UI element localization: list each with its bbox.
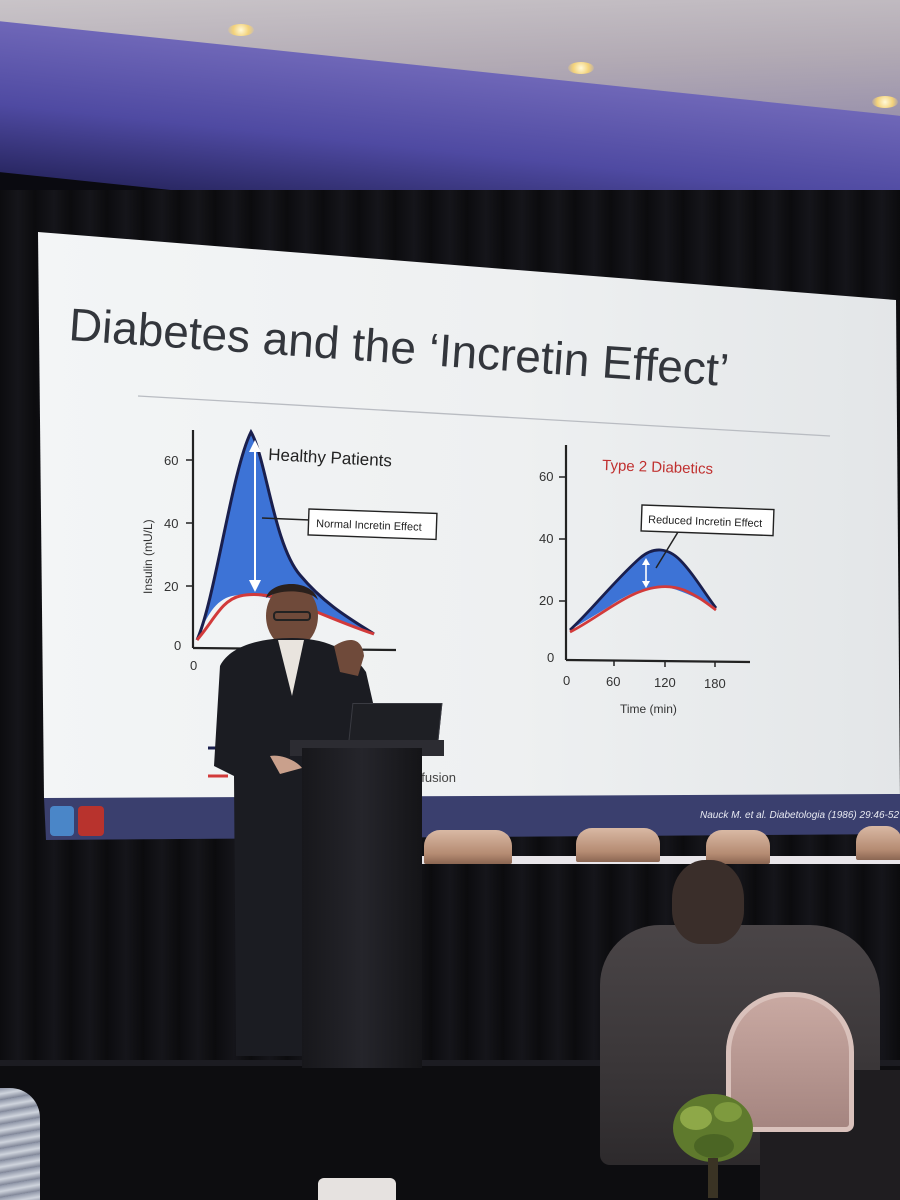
legend-text-fragment: nfusion [414, 770, 456, 785]
oral-glucose-curve [569, 548, 718, 632]
chair-back [706, 830, 770, 864]
audience-chair [726, 992, 854, 1132]
right-y-tick: 0 [547, 650, 554, 665]
stage-edge [0, 1060, 900, 1066]
projection-screen: Nauck M. et al. Diabetologia (1986) 29:4… [38, 232, 900, 840]
reduced-incretin-callout-box [640, 504, 775, 537]
chair-back [856, 826, 900, 860]
ceiling-light [228, 24, 254, 36]
table-plant [673, 1094, 753, 1198]
callout-leader [655, 531, 679, 569]
speaker-shirt [278, 640, 304, 696]
foreground-person [0, 1088, 40, 1200]
speaker-hand-left [270, 755, 302, 774]
left-y-tick: 40 [164, 516, 178, 531]
left-y-label: Insulin (mU/L) [141, 519, 155, 594]
chair-back [424, 830, 512, 864]
right-panel-title: Type 2 Diabetics [602, 457, 713, 478]
right-x-tick: 180 [704, 676, 726, 691]
title-divider [137, 395, 831, 437]
right-y-tick: 20 [539, 593, 553, 608]
chair-back [576, 828, 660, 862]
slide-citation: Nauck M. et al. Diabetologia (1986) 29:4… [700, 810, 899, 821]
right-chart: 60 40 20 0 0 60 120 180 Time (min) Type … [539, 445, 775, 716]
right-x-axis [565, 658, 751, 664]
incretin-effect-area [197, 432, 374, 640]
ceiling-light [872, 96, 898, 108]
speaker-hand [334, 640, 364, 676]
attendee-head [672, 860, 744, 944]
callout-leader [261, 517, 311, 521]
podium [302, 748, 422, 1068]
normal-incretin-callout-box [307, 508, 438, 541]
reduced-incretin-callout: Reduced Incretin Effect [648, 514, 763, 530]
left-y-tick: 60 [164, 453, 178, 468]
right-x-label: Time (min) [620, 702, 677, 716]
normal-incretin-callout: Normal Incretin Effect [316, 518, 422, 534]
speaker-head [266, 584, 318, 648]
logo-shield [50, 806, 104, 836]
ceiling-light [568, 62, 594, 74]
oral-glucose-curve [195, 428, 375, 641]
glasses-icon [273, 611, 311, 621]
left-chart: 60 40 20 0 0 Insulin (mU/L) Healthy Pati… [141, 428, 438, 673]
left-y-tick: 0 [174, 638, 181, 653]
left-y-tick: 20 [164, 579, 178, 594]
reduced-incretin-area [570, 549, 716, 630]
right-y-tick: 60 [539, 469, 553, 484]
iv-glucose-curve [569, 585, 717, 634]
right-x-tick: 0 [563, 673, 570, 688]
right-y-tick: 40 [539, 531, 553, 546]
right-x-tick: 120 [654, 675, 676, 690]
right-x-tick: 60 [606, 674, 620, 689]
water-cup [318, 1178, 396, 1200]
left-x-tick: 0 [190, 658, 197, 673]
